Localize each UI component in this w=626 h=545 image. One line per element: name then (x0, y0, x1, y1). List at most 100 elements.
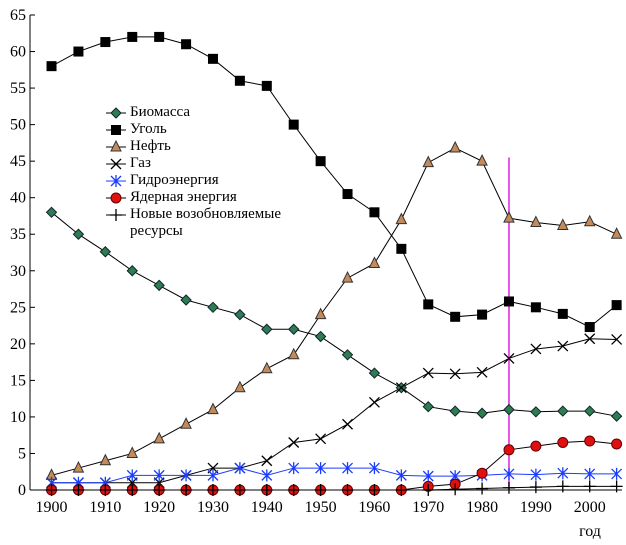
marker (583, 214, 596, 227)
legend-swatch (106, 175, 126, 187)
legend-item: Гидроэнергия (106, 172, 298, 189)
marker (530, 406, 542, 418)
marker (422, 400, 434, 413)
marker (260, 484, 273, 496)
legend-item: Биомасса (106, 104, 298, 121)
marker (422, 470, 434, 483)
x-tick-label: 1950 (305, 499, 337, 516)
y-tick-label: 50 (10, 117, 26, 134)
marker (396, 243, 407, 254)
marker (476, 154, 488, 166)
x-tick-label: 1900 (36, 499, 68, 516)
marker (99, 453, 112, 466)
marker (584, 405, 596, 417)
marker (126, 265, 138, 277)
legend-label: Биомасса (130, 104, 191, 120)
marker (180, 484, 193, 496)
marker (557, 437, 569, 448)
y-tick-label: 45 (10, 153, 26, 170)
y-tick-label: 15 (10, 372, 26, 389)
marker (395, 484, 408, 496)
marker (449, 405, 461, 417)
marker (180, 294, 192, 306)
legend-swatch (106, 192, 126, 204)
marker (503, 467, 515, 480)
marker (503, 211, 515, 223)
marker (127, 31, 138, 42)
y-tick-label: 25 (10, 299, 26, 316)
marker (45, 206, 58, 219)
marker (341, 349, 354, 361)
legend-swatch (106, 140, 126, 152)
marker (584, 435, 596, 447)
marker (126, 446, 139, 458)
marker (99, 246, 112, 258)
legend-item: Газ (106, 155, 298, 172)
marker (234, 75, 245, 86)
legend-item: Нефть (106, 138, 298, 155)
marker (395, 469, 407, 482)
marker (557, 308, 568, 319)
marker (153, 469, 165, 482)
marker (368, 462, 380, 475)
marker (110, 107, 122, 119)
marker (180, 469, 192, 482)
marker (234, 380, 246, 393)
series-line (51, 485, 617, 491)
legend: Биомасса Уголь Нефть Газ Гидроэнергия Ядерная… (106, 104, 298, 240)
marker (153, 431, 165, 444)
y-tick-label: 40 (10, 190, 26, 207)
marker (207, 301, 219, 314)
marker (206, 484, 219, 496)
series-line (51, 36, 617, 328)
marker (261, 469, 273, 482)
legend-item: Уголь (106, 121, 298, 138)
marker (261, 80, 272, 91)
marker (207, 53, 218, 64)
marker (99, 484, 112, 496)
y-tick-label: 30 (10, 263, 26, 280)
marker (288, 437, 300, 448)
marker (314, 330, 327, 343)
marker (207, 402, 219, 415)
marker (611, 438, 623, 450)
y-tick-label: 0 (18, 482, 26, 499)
marker (180, 417, 192, 429)
marker (110, 175, 122, 187)
marker (557, 405, 569, 417)
marker (315, 156, 326, 167)
y-tick-label: 10 (10, 409, 26, 426)
legend-label: Ядерная энергия (130, 189, 237, 205)
marker (557, 340, 569, 352)
y-tick-label: 5 (18, 445, 26, 462)
marker (126, 469, 138, 482)
y-tick-label: 35 (10, 226, 26, 243)
marker (260, 361, 273, 374)
marker (530, 215, 542, 228)
y-tick-label: 60 (10, 44, 26, 61)
marker (530, 468, 542, 481)
series-line (51, 147, 617, 476)
marker (503, 444, 515, 456)
x-axis-label: год (579, 523, 601, 540)
marker (110, 140, 122, 152)
legend-label: Уголь (130, 121, 167, 137)
marker (611, 334, 623, 345)
legend-label: Нефть (130, 138, 171, 154)
marker (423, 299, 434, 310)
marker (100, 37, 111, 48)
x-tick-label: 1960 (358, 499, 390, 516)
marker (288, 323, 300, 335)
marker (529, 481, 542, 494)
y-tick-label: 65 (10, 7, 26, 24)
marker (611, 467, 623, 480)
marker (557, 467, 569, 480)
marker (422, 484, 435, 496)
legend-label: Газ (130, 155, 151, 171)
marker (315, 433, 327, 445)
marker (341, 270, 354, 283)
marker (368, 484, 381, 496)
marker (476, 366, 488, 378)
y-tick-label: 55 (10, 80, 26, 97)
